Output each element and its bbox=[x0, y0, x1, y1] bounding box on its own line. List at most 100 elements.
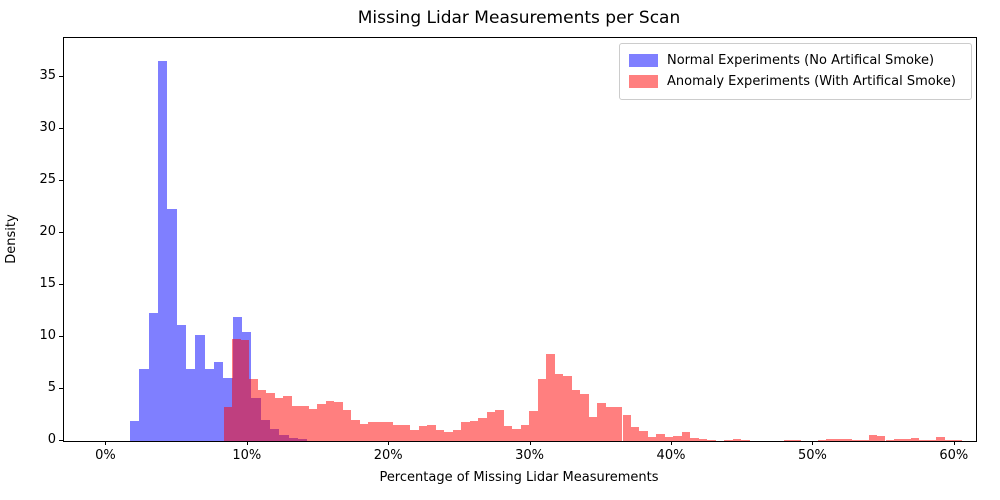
histogram-bar-anomaly bbox=[817, 440, 827, 441]
y-tick-mark bbox=[59, 336, 63, 338]
histogram-bar-anomaly bbox=[698, 438, 708, 441]
histogram-bar-anomaly bbox=[843, 439, 852, 441]
y-tick-label: 20 bbox=[39, 224, 56, 240]
x-tick-label: 60% bbox=[939, 448, 969, 463]
histogram-bar-anomaly bbox=[334, 402, 343, 441]
histogram-bar-anomaly bbox=[283, 395, 292, 441]
histogram-bar-anomaly bbox=[368, 422, 377, 441]
histogram-bar-anomaly bbox=[503, 425, 513, 441]
histogram-bar-anomaly bbox=[384, 421, 394, 441]
histogram-bar-anomaly bbox=[664, 437, 674, 441]
legend: Normal Experiments (No Artifical Smoke) … bbox=[619, 43, 972, 100]
legend-swatch-normal-icon bbox=[629, 54, 658, 67]
y-tick-label: 25 bbox=[39, 172, 56, 188]
x-tick-mark bbox=[812, 441, 814, 445]
histogram-bar-normal bbox=[129, 421, 140, 441]
histogram-bar-anomaly bbox=[546, 353, 555, 441]
histogram-bar-anomaly bbox=[537, 378, 547, 441]
histogram-bar-anomaly bbox=[325, 400, 335, 441]
histogram-bar-anomaly bbox=[529, 410, 538, 441]
histogram-bar-anomaly bbox=[563, 375, 572, 441]
legend-label-normal: Normal Experiments (No Artifical Smoke) bbox=[667, 53, 935, 68]
histogram-bar-anomaly bbox=[401, 425, 411, 441]
y-tick-mark bbox=[59, 440, 63, 441]
histogram-bar-normal bbox=[204, 369, 214, 441]
histogram-bar-anomaly bbox=[588, 417, 598, 441]
histogram-bar-anomaly bbox=[877, 435, 886, 441]
histogram-bar-anomaly bbox=[936, 437, 945, 441]
legend-swatch-anomaly-icon bbox=[629, 75, 658, 88]
histogram-series-anomaly bbox=[64, 38, 976, 441]
histogram-bar-anomaly bbox=[240, 340, 250, 441]
histogram-bar-normal bbox=[167, 209, 177, 441]
x-axis-label: Percentage of Missing Lidar Measurements bbox=[379, 470, 659, 485]
y-tick-label: 5 bbox=[47, 380, 56, 396]
histogram-bar-normal bbox=[176, 324, 186, 441]
histogram-bar-anomaly bbox=[902, 439, 911, 441]
histogram-bar-anomaly bbox=[927, 439, 937, 441]
x-tick-label: 20% bbox=[373, 448, 403, 463]
x-tick-label: 40% bbox=[656, 448, 686, 463]
histogram-bar-anomaly bbox=[317, 403, 326, 441]
histogram-bar-anomaly bbox=[885, 439, 894, 441]
x-tick-label: 50% bbox=[797, 448, 827, 463]
histogram-bar-anomaly bbox=[783, 439, 793, 441]
histogram-bar-anomaly bbox=[605, 406, 614, 441]
histogram-bar-anomaly bbox=[690, 438, 699, 441]
x-tick-mark bbox=[105, 441, 107, 445]
histogram-bar-anomaly bbox=[622, 415, 631, 441]
y-tick-label: 0 bbox=[47, 432, 56, 447]
histogram-bar-anomaly bbox=[520, 425, 530, 441]
y-tick-mark bbox=[59, 180, 63, 182]
histogram-bar-anomaly bbox=[249, 378, 258, 441]
histogram-bar-anomaly bbox=[656, 433, 665, 441]
histogram-bar-anomaly bbox=[681, 431, 691, 441]
histogram-bar-anomaly bbox=[826, 439, 835, 441]
histogram-bar-anomaly bbox=[851, 439, 861, 441]
histogram-bar-anomaly bbox=[232, 339, 241, 441]
histogram-bar-anomaly bbox=[266, 393, 275, 441]
chart-title: Missing Lidar Measurements per Scan bbox=[357, 8, 681, 28]
histogram-bar-normal bbox=[148, 313, 158, 441]
histogram-bar-anomaly bbox=[732, 439, 742, 441]
histogram-bar-anomaly bbox=[393, 425, 402, 441]
histogram-bar-anomaly bbox=[223, 406, 233, 441]
y-tick-label: 35 bbox=[39, 68, 56, 84]
y-tick-label: 15 bbox=[39, 276, 56, 292]
y-tick-label: 10 bbox=[39, 328, 56, 344]
histogram-bar-anomaly bbox=[359, 424, 368, 441]
histogram-bar-anomaly bbox=[342, 409, 352, 441]
y-tick-mark bbox=[59, 284, 63, 286]
histogram-bar-anomaly bbox=[257, 390, 267, 441]
histogram-bar-anomaly bbox=[639, 430, 648, 441]
histogram-bar-anomaly bbox=[410, 430, 419, 441]
histogram-bar-anomaly bbox=[630, 426, 640, 441]
x-tick-mark bbox=[388, 441, 390, 445]
histogram-bar-anomaly bbox=[834, 438, 844, 441]
histogram-bar-anomaly bbox=[452, 430, 462, 441]
histogram-bar-anomaly bbox=[919, 439, 928, 441]
histogram-bar-anomaly bbox=[860, 439, 869, 441]
histogram-bar-anomaly bbox=[868, 435, 877, 441]
y-tick-mark bbox=[59, 388, 63, 390]
x-tick-label: 0% bbox=[95, 448, 116, 463]
histogram-bar-anomaly bbox=[614, 406, 623, 441]
x-tick-label: 30% bbox=[515, 448, 545, 463]
histogram-bar-anomaly bbox=[300, 405, 309, 441]
histogram-bar-anomaly bbox=[461, 422, 470, 441]
histogram-bar-anomaly bbox=[741, 440, 750, 441]
histogram-bar-anomaly bbox=[647, 437, 657, 441]
histogram-bar-anomaly bbox=[792, 440, 801, 441]
histogram-bar-anomaly bbox=[291, 405, 301, 441]
histogram-bar-normal bbox=[185, 369, 196, 441]
histogram-bar-anomaly bbox=[444, 431, 453, 441]
histogram-bar-anomaly bbox=[512, 428, 521, 441]
legend-label-anomaly: Anomaly Experiments (With Artifical Smok… bbox=[667, 74, 956, 89]
histogram-bar-anomaly bbox=[724, 440, 733, 441]
histogram-bar-anomaly bbox=[893, 439, 903, 441]
histogram-bar-anomaly bbox=[597, 402, 606, 441]
histogram-bar-anomaly bbox=[274, 398, 284, 441]
x-tick-mark bbox=[953, 441, 955, 445]
x-tick-mark bbox=[246, 441, 248, 445]
